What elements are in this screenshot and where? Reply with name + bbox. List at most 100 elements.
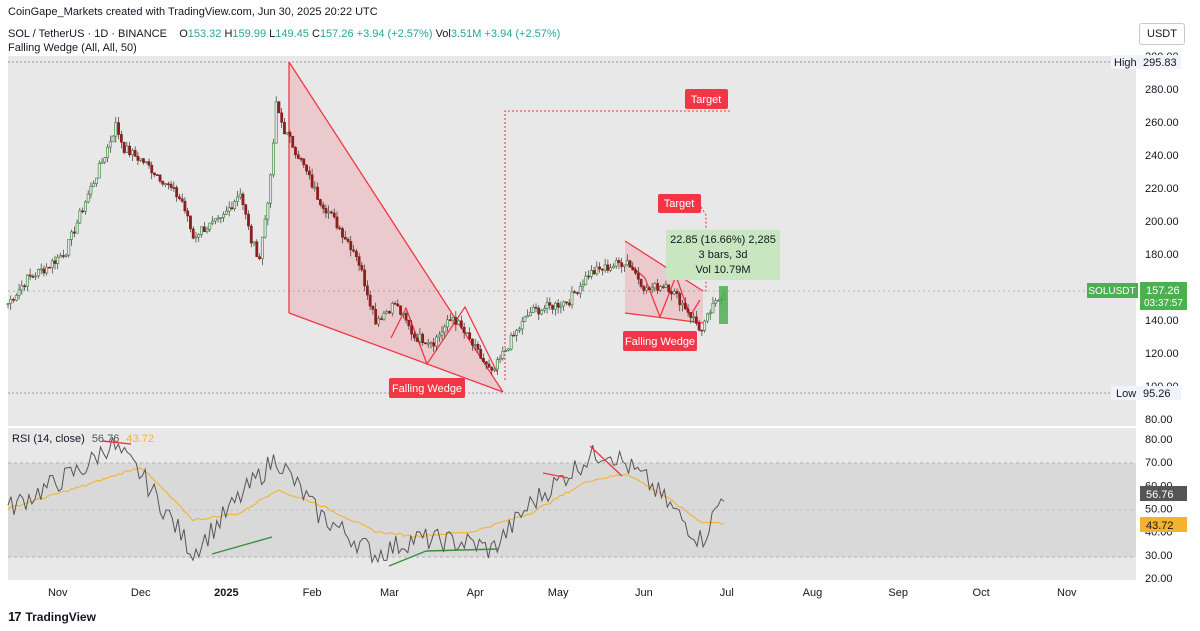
candle: [244, 204, 248, 215]
candle: [64, 254, 68, 257]
candle: [490, 367, 494, 371]
candle: [216, 217, 220, 220]
candle: [191, 228, 195, 239]
tradingview-brand: TradingView: [25, 609, 96, 624]
candle: [230, 207, 234, 210]
wedge-1-lower: [288, 312, 504, 393]
candle: [81, 210, 85, 213]
candle: [515, 329, 519, 336]
falling-wedge-2[interactable]: [625, 241, 703, 323]
price-axis[interactable]: 300.00280.00260.00240.00220.00200.00180.…: [1145, 51, 1179, 426]
candle: [50, 260, 54, 268]
candle: [119, 134, 123, 143]
rsi-bull-div-1: [211, 536, 273, 555]
candle: [48, 266, 51, 269]
last-candle-highlight: [719, 286, 728, 324]
candle: [111, 135, 115, 143]
rsi-value-tag: 56.76: [1146, 489, 1174, 501]
candle: [545, 302, 549, 309]
target-1-label-bg[interactable]: [685, 89, 728, 109]
candle: [283, 122, 286, 135]
candle: [465, 332, 469, 335]
candle: [147, 161, 151, 166]
candle: [534, 306, 538, 309]
candle: [233, 201, 237, 210]
candle: [537, 307, 541, 315]
attribution: CoinGape_Markets created with TradingVie…: [8, 6, 378, 18]
candle: [556, 302, 560, 308]
candle: [114, 122, 118, 137]
time-tick: Sep: [888, 587, 908, 599]
candle: [617, 260, 621, 264]
candle: [708, 312, 712, 315]
candle: [95, 177, 98, 184]
rsi-bear-div-1: [101, 440, 132, 445]
candle: [410, 325, 414, 335]
wedge-2-label-bg[interactable]: [623, 331, 697, 351]
candle: [664, 284, 668, 288]
candle: [208, 222, 212, 230]
candle: [473, 344, 477, 346]
candle: [180, 198, 184, 202]
candle: [28, 274, 32, 277]
candle: [565, 301, 568, 304]
candle: [255, 241, 259, 257]
candle: [498, 357, 502, 360]
candle: [388, 311, 391, 314]
candle: [200, 226, 203, 235]
wedge-1-label-bg[interactable]: [389, 378, 465, 398]
symbol-ohlc-line: SOL / TetherUS · 1D · BINANCE O153.32 H1…: [8, 28, 560, 40]
indicator-legend[interactable]: Falling Wedge (All, All, 50): [8, 42, 137, 54]
candle: [377, 318, 380, 325]
candle: [393, 303, 397, 305]
low-value: 149.45: [275, 28, 309, 40]
candle: [197, 234, 201, 238]
close-label: C: [311, 28, 320, 40]
candle: [20, 285, 24, 291]
rsi-legend[interactable]: RSI (14, close) 56.76 43.72: [12, 433, 154, 445]
candle: [623, 264, 626, 267]
currency-button[interactable]: USDT: [1139, 23, 1185, 45]
candle: [636, 272, 640, 280]
symbol-name[interactable]: SOL / TetherUS · 1D · BINANCE: [8, 28, 167, 40]
candle: [161, 180, 165, 185]
candle: [108, 141, 112, 148]
candle: [183, 200, 187, 212]
candle: [258, 256, 261, 259]
target-2-label-bg[interactable]: [658, 194, 701, 213]
candle: [299, 158, 303, 160]
candle: [454, 317, 458, 325]
candle: [316, 186, 320, 200]
measure-box[interactable]: [666, 230, 780, 280]
rsi-bear-div-3: [589, 445, 623, 477]
candle: [363, 269, 367, 287]
candle: [620, 262, 624, 267]
vol-label: Vol: [435, 28, 451, 40]
candle: [332, 212, 336, 218]
candle: [426, 342, 430, 345]
candle: [706, 313, 709, 322]
candle: [330, 211, 333, 214]
candle: [338, 227, 342, 230]
candle: [175, 187, 179, 198]
candle: [448, 319, 452, 322]
high-tag-bg: [1111, 55, 1181, 69]
candle: [53, 260, 57, 264]
wedge-1-upper: [288, 61, 504, 393]
candle: [700, 329, 704, 332]
candle: [189, 215, 192, 230]
time-axis[interactable]: Nov Dec 2025 Feb Mar Apr May Jun Jul Aug Sep Oct Nov: [48, 587, 1077, 599]
tradingview-logo[interactable]: 17 TradingView: [8, 609, 96, 624]
candle: [382, 312, 386, 320]
candle: [97, 163, 101, 179]
rsi-bull-div-3: [425, 548, 499, 552]
candle: [656, 283, 660, 291]
candle: [252, 241, 256, 244]
candle: [592, 270, 596, 275]
candle: [625, 260, 629, 266]
candle: [603, 264, 607, 271]
candle: [418, 333, 422, 342]
candle: [122, 141, 126, 153]
